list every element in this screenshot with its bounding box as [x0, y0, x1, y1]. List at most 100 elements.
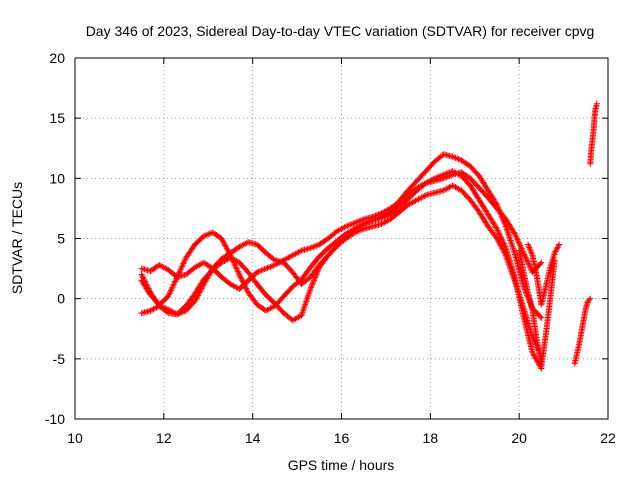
data-point: [511, 230, 518, 237]
data-point: [515, 239, 522, 246]
data-point: [436, 173, 443, 180]
data-point: [144, 284, 151, 291]
data-point: [499, 214, 506, 221]
data-point: [356, 218, 363, 225]
data-point: [507, 237, 514, 244]
y-tick-label: 5: [57, 231, 65, 247]
data-point: [496, 207, 503, 214]
data-point: [350, 220, 357, 227]
data-point: [341, 224, 348, 231]
data-point: [494, 236, 501, 243]
y-tick-label: 10: [49, 170, 65, 186]
data-point: [237, 274, 244, 281]
data-point: [502, 252, 509, 259]
data-point: [514, 236, 521, 243]
data-point: [501, 220, 508, 227]
data-point: [219, 236, 226, 243]
x-tick-label: 22: [600, 430, 616, 446]
x-tick-label: 12: [156, 430, 172, 446]
data-point: [504, 228, 511, 235]
data-point: [502, 222, 509, 229]
data-point: [493, 201, 500, 208]
data-point: [439, 172, 446, 179]
data-point: [521, 252, 528, 259]
data-point: [312, 273, 319, 280]
data-point: [345, 222, 352, 229]
data-point: [443, 170, 450, 177]
data-point: [314, 242, 321, 249]
data-point: [445, 169, 452, 176]
data-point: [498, 211, 505, 218]
data-point: [240, 279, 247, 286]
data-point: [530, 335, 537, 342]
data-point: [170, 282, 177, 289]
data-point: [311, 243, 318, 250]
data-point: [146, 286, 153, 293]
data-point: [362, 220, 369, 227]
data-point: [305, 290, 312, 297]
data-point: [222, 242, 229, 249]
series-track-6: [525, 241, 563, 308]
data-point: [315, 267, 322, 274]
data-point: [174, 272, 181, 279]
data-point: [497, 210, 504, 217]
data-point: [168, 285, 175, 292]
data-point: [191, 298, 198, 305]
data-point: [499, 216, 506, 223]
data-point: [354, 218, 361, 225]
data-point: [267, 263, 274, 270]
data-point: [357, 227, 364, 234]
data-point: [526, 261, 533, 268]
data-point: [593, 100, 600, 107]
data-point: [239, 277, 246, 284]
data-point: [495, 228, 502, 235]
data-point: [243, 286, 250, 293]
data-point: [451, 154, 458, 161]
data-point: [508, 239, 515, 246]
data-point: [354, 228, 361, 235]
data-point: [236, 271, 243, 278]
data-point: [537, 313, 544, 320]
data-point: [434, 174, 441, 181]
data-point: [513, 233, 520, 240]
data-point: [493, 200, 500, 207]
data-point: [497, 242, 504, 249]
data-point: [506, 262, 513, 269]
chart-title: Day 346 of 2023, Sidereal Day-to-day VTE…: [86, 23, 595, 39]
y-tick-label: 0: [57, 291, 65, 307]
data-point: [268, 263, 275, 270]
data-point: [505, 232, 512, 239]
data-point: [312, 274, 319, 281]
data-point: [313, 242, 320, 249]
data-point: [172, 278, 179, 285]
data-point: [500, 248, 507, 255]
data-point: [270, 256, 277, 263]
data-point: [502, 250, 509, 257]
data-point: [524, 258, 531, 265]
data-point: [553, 245, 560, 252]
data-point: [170, 281, 177, 288]
data-point: [255, 268, 262, 275]
data-point: [308, 283, 315, 290]
data-point: [455, 156, 462, 163]
data-point: [538, 314, 545, 321]
data-point: [504, 258, 511, 265]
data-point: [223, 245, 230, 252]
data-point: [555, 242, 562, 249]
data-point: [311, 275, 318, 282]
axis-ticks: 10 12 14 16 18 20 22 -10 -5 0 5 10 15 20: [45, 50, 616, 446]
data-point: [499, 245, 506, 252]
data-point: [517, 242, 524, 249]
data-point: [262, 265, 269, 272]
data-point: [494, 227, 501, 234]
y-tick-label: -5: [53, 351, 66, 367]
data-point: [508, 267, 515, 274]
data-point: [363, 219, 370, 226]
y-tick-label: -10: [45, 411, 65, 427]
data-point: [235, 270, 242, 277]
data-point: [530, 337, 537, 344]
data-point: [203, 231, 210, 238]
data-point: [164, 309, 171, 316]
data-point: [202, 232, 209, 239]
data-point: [314, 268, 321, 275]
